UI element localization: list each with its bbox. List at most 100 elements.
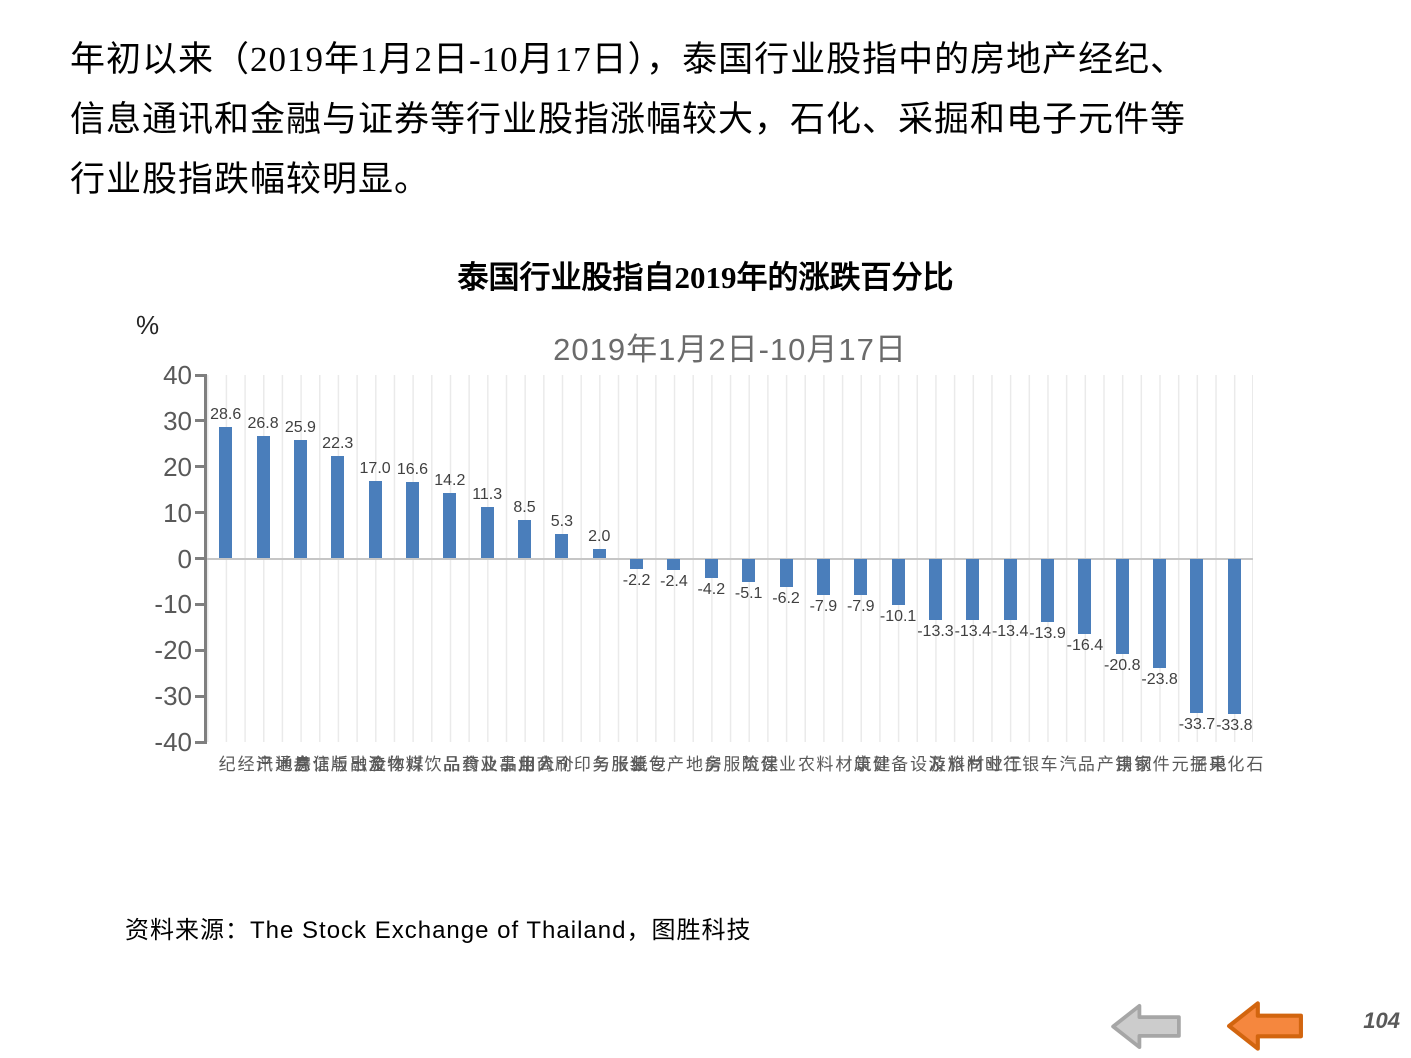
- bar-value-label: 26.8: [247, 414, 279, 432]
- y-axis-tick: [195, 511, 207, 515]
- bar: [331, 456, 345, 559]
- header-paragraph: 年初以来（2019年1月2日-10月17日），泰国行业股指中的房地产经纪、 信息…: [70, 30, 1360, 210]
- bar-value-label: -2.4: [660, 572, 688, 590]
- category-label: 建筑服务: [701, 755, 778, 774]
- category-label: 家用产品: [1074, 755, 1151, 774]
- source-caption: 资料来源：The Stock Exchange of Thailand，图胜科技: [125, 917, 752, 944]
- category-label: 银行: [1000, 755, 1039, 774]
- bar-value-label: 28.6: [210, 406, 242, 424]
- category-label: 专业服务: [589, 755, 666, 774]
- y-axis-unit-label: %: [136, 310, 160, 340]
- gray-left-arrow-button[interactable]: [1110, 1003, 1182, 1050]
- bar-value-label: 22.3: [322, 435, 354, 453]
- y-axis-tick-label: -40: [154, 727, 192, 757]
- bar-value-label: -2.2: [622, 571, 651, 589]
- category-label: 个人用品及药品: [439, 755, 573, 774]
- category-label: 旅游: [925, 755, 964, 774]
- category-label: 信息通讯: [253, 755, 330, 774]
- bar: [480, 506, 494, 559]
- bar-value-label: -13.9: [1029, 625, 1066, 643]
- y-axis-tick: [195, 694, 207, 698]
- category-label: 钢铁: [1112, 755, 1151, 774]
- y-axis-tick-label: -30: [154, 681, 192, 712]
- bar-value-label: -13.3: [917, 622, 954, 640]
- bar-value-label: -13.4: [954, 622, 992, 640]
- bar-value-label: 17.0: [359, 459, 391, 477]
- category-label: 公用事业: [477, 755, 554, 774]
- bar-value-label: -10.1: [879, 607, 917, 625]
- y-axis-tick: [195, 465, 207, 469]
- category-label: 商业: [514, 755, 553, 774]
- category-label: 石化: [1224, 755, 1263, 774]
- y-axis-tick: [195, 557, 207, 560]
- header-line: 行业股指跌幅较明显。: [70, 160, 431, 199]
- bar-value-label: 25.9: [284, 418, 316, 436]
- y-axis-tick: [195, 419, 207, 423]
- chart-subtitle: 2019年1月2日-10月17日: [553, 332, 907, 367]
- page-number: 104: [1363, 1008, 1400, 1033]
- y-axis-tick: [195, 373, 207, 377]
- bar: [966, 558, 980, 620]
- category-label: 房地产: [663, 755, 721, 774]
- bar-value-label: -33.8: [1216, 716, 1253, 734]
- bar-value-label: -4.2: [697, 580, 726, 598]
- bar: [1190, 558, 1204, 714]
- category-label: 保险: [738, 755, 777, 774]
- bar-value-label: -23.8: [1141, 670, 1178, 688]
- y-axis-tick-label: 0: [177, 543, 192, 574]
- category-label: 纸张与印刷: [551, 755, 647, 774]
- bar: [293, 439, 307, 559]
- header-line: 信息通讯和金融与证券等行业股指涨幅较大，石化、采掘和电子元件等: [70, 100, 1187, 139]
- bar: [368, 480, 382, 559]
- chart-plot-area: 40 30 20 10 0 -10 -20 -30 -40 28.6 房地产经纪 26.8 信息通讯 25…: [154, 361, 1262, 774]
- category-label: 工业材料及设备: [888, 755, 1022, 774]
- category-label: 房地产经纪: [215, 755, 311, 774]
- bar: [1078, 558, 1092, 634]
- bar: [518, 519, 532, 559]
- category-label: 金融与证券: [290, 755, 386, 774]
- bar: [704, 558, 718, 578]
- bar-value-label: -13.4: [991, 622, 1029, 640]
- left-arrow-icon: [1227, 1001, 1303, 1051]
- bar: [1041, 558, 1055, 623]
- bar-value-label: -5.1: [734, 584, 763, 602]
- bar: [816, 558, 830, 595]
- bar: [742, 558, 756, 582]
- category-label: 媒体及出版: [327, 755, 423, 774]
- bar: [630, 558, 644, 569]
- bar-value-label: 11.3: [472, 485, 503, 503]
- bar-value-label: -7.9: [846, 597, 875, 615]
- y-axis-tick-label: 10: [163, 497, 192, 528]
- bar: [1227, 558, 1241, 714]
- bar: [779, 558, 793, 587]
- category-label: 时尚: [962, 755, 1001, 774]
- bar-value-label: -7.9: [809, 597, 838, 615]
- category-label: 食品饮料: [402, 755, 479, 774]
- bar: [443, 493, 457, 559]
- y-axis-tick-label: 30: [163, 405, 192, 436]
- bar: [854, 558, 868, 595]
- category-label: 物流: [365, 755, 404, 774]
- bar-value-label: 16.6: [396, 461, 429, 479]
- y-axis-tick: [195, 740, 207, 744]
- bar: [592, 549, 606, 559]
- category-label: 电子元件: [1149, 755, 1226, 774]
- bar: [891, 558, 905, 605]
- bar-value-label: -20.8: [1104, 656, 1141, 674]
- bar-value-label: -16.4: [1066, 636, 1104, 654]
- orange-left-arrow-button[interactable]: [1226, 1000, 1304, 1052]
- bar: [219, 427, 233, 559]
- category-label: 汽车: [1037, 755, 1076, 774]
- header-line: 年初以来（2019年1月2日-10月17日），泰国行业股指中的房地产经纪、: [70, 40, 1187, 79]
- bar: [667, 558, 681, 570]
- y-axis-tick-label: -20: [154, 635, 192, 666]
- chart-title: 泰国行业股指自2019年的涨跌百分比: [457, 260, 954, 295]
- category-label: 包装: [626, 755, 665, 774]
- bar-value-label: 14.2: [434, 472, 466, 490]
- bar: [256, 435, 270, 559]
- bar-value-label: 5.3: [550, 513, 574, 531]
- bar-value-label: 8.5: [513, 498, 536, 516]
- bar: [405, 482, 419, 559]
- category-label: 采掘: [1186, 755, 1225, 774]
